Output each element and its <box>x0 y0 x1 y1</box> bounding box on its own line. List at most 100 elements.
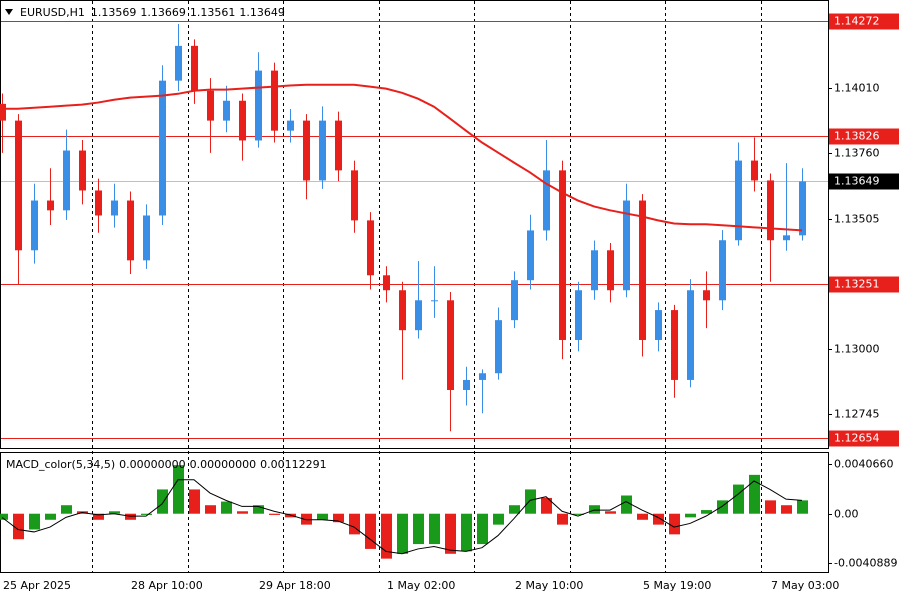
macd-bar <box>269 513 280 515</box>
candle-body <box>623 200 630 291</box>
y-tick-label: 0.00 <box>834 508 859 521</box>
x-tick-label: 29 Apr 18:00 <box>259 579 331 592</box>
candle-body <box>399 290 406 331</box>
macd-bar <box>221 501 232 514</box>
candle-body <box>495 320 502 374</box>
candle-body <box>175 45 182 81</box>
macd-bar <box>621 495 632 514</box>
macd-bar <box>141 513 152 515</box>
last-high: 1.13669 <box>140 6 186 19</box>
macd-bar <box>797 500 808 514</box>
candle-body <box>415 300 422 331</box>
macd-bar <box>765 500 776 514</box>
candle-body <box>543 170 550 231</box>
candle-body <box>303 120 310 181</box>
menu-triangle[interactable] <box>5 9 13 15</box>
y-tick-label: 1.13505 <box>834 213 880 226</box>
candle-body <box>95 190 102 216</box>
candle-body <box>207 90 214 121</box>
candle-body <box>351 170 358 221</box>
candle-body <box>127 200 134 261</box>
level-label: 1.12654 <box>834 432 880 445</box>
level-tag <box>829 276 899 293</box>
macd-bar <box>637 513 648 520</box>
last-close: 1.13649 <box>239 6 285 19</box>
y-tick-label: 1.12745 <box>834 408 880 421</box>
macd-bar <box>205 505 216 514</box>
price-panel-frame <box>0 0 829 449</box>
candle-body <box>143 215 150 261</box>
macd-bar <box>349 513 360 535</box>
y-tick-label: 1.13760 <box>834 147 880 160</box>
candle-body <box>287 120 294 131</box>
candle-body <box>655 310 662 340</box>
candle-body <box>671 310 678 380</box>
x-tick-label: 1 May 02:00 <box>387 579 455 592</box>
macd-bar <box>781 505 792 514</box>
macd-bar <box>445 513 456 554</box>
x-tick-label: 2 May 10:00 <box>515 579 583 592</box>
macd-bar <box>493 513 504 525</box>
period-separators <box>92 1 762 572</box>
candle-body <box>319 120 326 181</box>
candle-body <box>79 150 86 191</box>
macd-bar <box>509 505 520 514</box>
macd-bar <box>525 489 536 514</box>
candle-body <box>47 200 54 211</box>
candle-body <box>799 181 806 236</box>
macd-value: 0.00112291 <box>260 458 326 471</box>
macd-bar <box>125 513 136 520</box>
candle-body <box>239 100 246 141</box>
candle-body <box>767 180 774 241</box>
candle-body <box>687 290 694 380</box>
level-tag <box>829 128 899 145</box>
macd-bar <box>29 513 40 530</box>
candle-body <box>0 103 6 121</box>
candle-body <box>479 373 486 380</box>
y-tick-label: 0.0040660 <box>834 458 894 471</box>
macd-bar <box>253 505 264 514</box>
macd-panel-frame <box>0 452 829 573</box>
macd-bar <box>461 513 472 552</box>
candle-body <box>223 100 230 121</box>
candle-body <box>575 290 582 340</box>
candle-body <box>255 70 262 141</box>
macd-bar <box>653 513 664 525</box>
macd-bar <box>365 513 376 549</box>
macd-value: 0.00000000 <box>119 458 185 471</box>
x-tick-label: 5 May 19:00 <box>643 579 711 592</box>
candle-body <box>511 280 518 321</box>
macd-bar <box>717 500 728 514</box>
macd-bar <box>301 513 312 525</box>
candle-body <box>703 290 710 301</box>
macd-bar <box>541 497 552 514</box>
macd-header: MACD_color(5,34,5) 0.00000000 0.00000000 0.… <box>6 458 327 471</box>
candle-body <box>639 200 646 340</box>
current-price-label: 1.13649 <box>834 175 880 188</box>
macd-bar <box>61 505 72 514</box>
plot <box>0 21 828 559</box>
candle-body <box>463 379 470 390</box>
candle-body <box>159 80 166 216</box>
macd-bar <box>413 513 424 545</box>
candle-body <box>383 275 390 291</box>
macd-bar <box>397 513 408 554</box>
macd-bar <box>573 513 584 515</box>
macd-title: MACD_color(5,34,5) <box>6 458 115 471</box>
moving-average <box>2 83 803 232</box>
y-tick-label: -0.0040889 <box>834 557 897 570</box>
level-tag <box>829 430 899 447</box>
candle-body <box>735 160 742 241</box>
level-tag <box>829 13 899 30</box>
candle-body <box>15 120 22 251</box>
y-tick-label: 1.14010 <box>834 82 880 95</box>
y-tick-label: 1.13000 <box>834 343 880 356</box>
candle-body <box>335 120 342 171</box>
macd-bar <box>333 513 344 523</box>
macd-bar <box>189 489 200 514</box>
macd-bar <box>733 484 744 514</box>
candle-body <box>367 220 374 276</box>
candle-body <box>31 200 38 251</box>
macd-bar <box>429 513 440 545</box>
macd-bar <box>749 474 760 514</box>
